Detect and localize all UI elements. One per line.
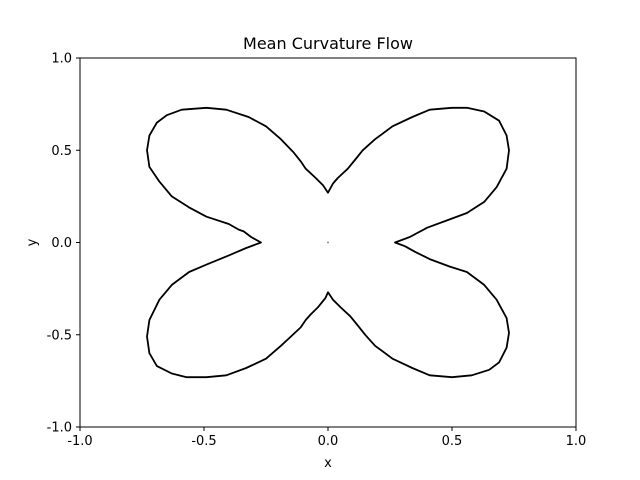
- chart-title: Mean Curvature Flow: [243, 34, 413, 53]
- y-tick-label: 1.0: [51, 52, 72, 67]
- y-tick-label: -0.5: [47, 328, 72, 343]
- x-tick-label: -0.5: [191, 434, 216, 449]
- x-tick-label: 1.0: [566, 434, 587, 449]
- y-tick-label: -1.0: [47, 421, 72, 436]
- x-tick-label: -1.0: [67, 434, 92, 449]
- y-axis-label: y: [25, 238, 40, 246]
- x-tick-label: 0.0: [318, 434, 339, 449]
- center-point-marker: [327, 241, 329, 244]
- x-axis: -1.0 -0.5 0.0 0.5 1.0: [67, 427, 586, 449]
- x-axis-label: x: [324, 456, 332, 471]
- marker-layer: [327, 241, 329, 244]
- series-layer: [146, 106, 510, 379]
- y-tick-label: 0.5: [51, 144, 72, 159]
- y-axis: -1.0 -0.5 0.0 0.5 1.0: [47, 52, 80, 436]
- curve-series-line: [146, 106, 510, 379]
- x-tick-label: 0.5: [442, 434, 463, 449]
- y-tick-label: 0.0: [51, 236, 72, 251]
